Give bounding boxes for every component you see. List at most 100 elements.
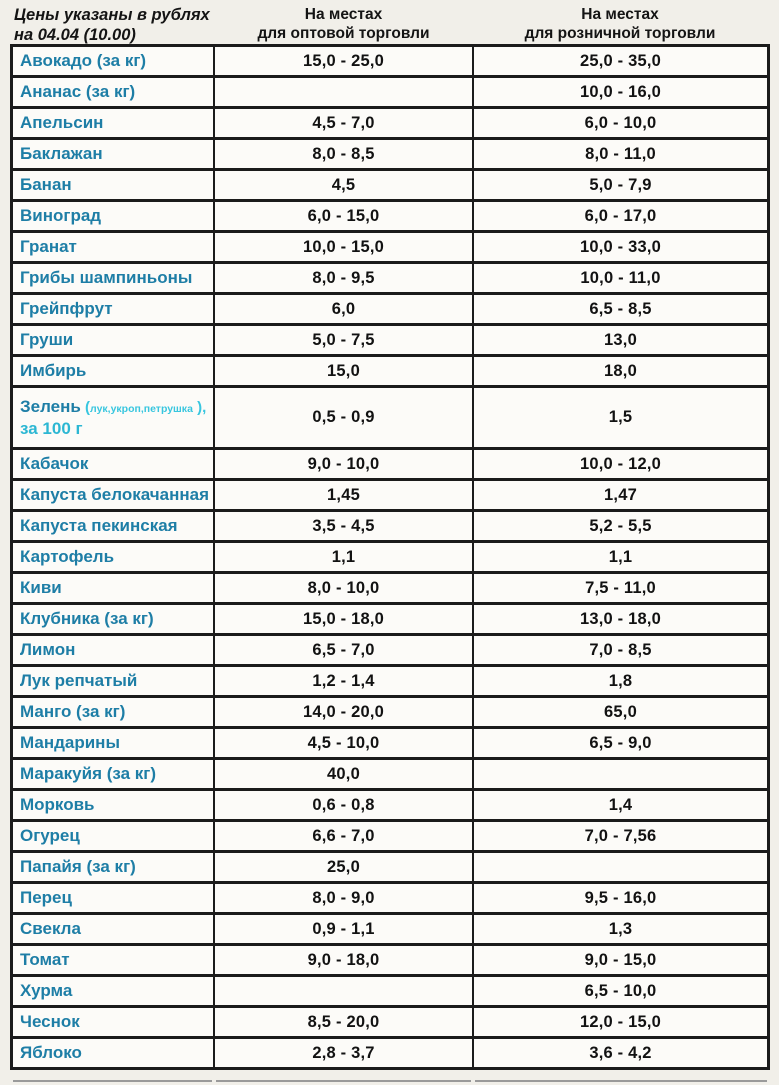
product-name-cell: Свекла (13, 915, 213, 943)
column-header-retail-line2: для розничной торговли (524, 25, 716, 42)
wholesale-price-cell: 4,5 - 7,0 (215, 109, 472, 137)
wholesale-price-cell: 9,0 - 18,0 (215, 946, 472, 974)
wholesale-price-cell: 40,0 (215, 760, 472, 788)
product-name: Лимон (20, 640, 76, 659)
wholesale-price-cell: 8,0 - 10,0 (215, 574, 472, 602)
product-name-cell: Огурец (13, 822, 213, 850)
wholesale-price-cell: 25,0 (215, 853, 472, 881)
retail-price-cell: 1,4 (474, 791, 767, 819)
product-name: Свекла (20, 919, 81, 938)
retail-price-cell: 10,0 - 11,0 (474, 264, 767, 292)
product-name-cell: Хурма (13, 977, 213, 1005)
retail-price-cell: 10,0 - 33,0 (474, 233, 767, 261)
product-name: Маракуйя (за кг) (20, 764, 157, 783)
wholesale-price-cell: 6,6 - 7,0 (215, 822, 472, 850)
product-name: Груши (20, 330, 74, 349)
product-name-cell: Капуста белокачанная (13, 481, 213, 509)
product-name: Кабачок (20, 454, 89, 473)
retail-price-cell: 1,8 (474, 667, 767, 695)
retail-price-cell: 1,1 (474, 543, 767, 571)
wholesale-price-cell: 6,0 (215, 295, 472, 323)
product-name-cell: Перец (13, 884, 213, 912)
retail-price-cell: 12,0 - 15,0 (474, 1008, 767, 1036)
wholesale-price-cell: 4,5 (215, 171, 472, 199)
wholesale-price-cell: 8,5 - 20,0 (215, 1008, 472, 1036)
price-table: Авокадо (за кг) 15,0 - 25,0 25,0 - 35,0 Ана… (10, 44, 770, 1070)
wholesale-price-cell: 8,0 - 9,5 (215, 264, 472, 292)
product-name: Грибы шампиньоны (20, 268, 193, 287)
product-name-cell: Яблоко (13, 1039, 213, 1067)
retail-price-cell: 65,0 (474, 698, 767, 726)
retail-price-cell: 25,0 - 35,0 (474, 47, 767, 75)
product-name-cell: Гранат (13, 233, 213, 261)
document-title-line1: Цены указаны в рублях (14, 6, 210, 24)
product-name: Перец (20, 888, 72, 907)
wholesale-price-cell: 3,5 - 4,5 (215, 512, 472, 540)
retail-price-cell: 9,0 - 15,0 (474, 946, 767, 974)
product-name: Киви (20, 578, 62, 597)
retail-price-cell: 8,0 - 11,0 (474, 140, 767, 168)
product-name-note: лук,укроп,петрушка (90, 402, 193, 415)
next-table-edge-middle (216, 1080, 471, 1085)
product-name: Грейпфрут (20, 299, 113, 318)
wholesale-price-cell: 2,8 - 3,7 (215, 1039, 472, 1067)
product-name: Капуста пекинская (20, 516, 178, 535)
wholesale-price-cell: 5,0 - 7,5 (215, 326, 472, 354)
product-name-cell: Киви (13, 574, 213, 602)
product-name-cell: Груши (13, 326, 213, 354)
wholesale-price-cell: 0,5 - 0,9 (215, 388, 472, 447)
retail-price-cell: 1,47 (474, 481, 767, 509)
product-unit-note: за 100 г (20, 418, 83, 438)
column-header-wholesale: На местах для оптовой торговли (214, 5, 473, 43)
wholesale-price-cell: 1,45 (215, 481, 472, 509)
retail-price-cell: 5,2 - 5,5 (474, 512, 767, 540)
column-header-wholesale-line1: На местах (304, 6, 383, 23)
wholesale-price-cell: 0,9 - 1,1 (215, 915, 472, 943)
retail-price-cell: 6,5 - 10,0 (474, 977, 767, 1005)
document-title: Цены указаны в рублях на 04.04 (10.00) (14, 6, 210, 45)
wholesale-price-cell: 8,0 - 8,5 (215, 140, 472, 168)
retail-price-cell (474, 760, 767, 788)
column-header-wholesale-line2: для оптовой торговли (257, 25, 430, 42)
product-name-cell: Банан (13, 171, 213, 199)
retail-price-cell: 18,0 (474, 357, 767, 385)
product-name-cell: Зелень (лук,укроп,петрушка ), за 100 г (13, 388, 213, 447)
wholesale-price-cell: 0,6 - 0,8 (215, 791, 472, 819)
retail-price-cell: 1,3 (474, 915, 767, 943)
column-header-retail-line1: На местах (581, 6, 659, 23)
wholesale-price-cell (215, 78, 472, 106)
product-name: Ананас (за кг) (20, 82, 136, 101)
product-name: Папайя (за кг) (20, 857, 136, 876)
document-title-line2: на 04.04 (10.00) (14, 25, 136, 44)
product-name: Яблоко (20, 1043, 82, 1062)
wholesale-price-cell (215, 977, 472, 1005)
wholesale-price-cell: 9,0 - 10,0 (215, 450, 472, 478)
product-name: Лук репчатый (20, 671, 138, 690)
retail-price-cell: 5,0 - 7,9 (474, 171, 767, 199)
product-name-cell: Картофель (13, 543, 213, 571)
retail-price-cell: 9,5 - 16,0 (474, 884, 767, 912)
retail-price-cell: 6,5 - 8,5 (474, 295, 767, 323)
wholesale-price-cell: 1,1 (215, 543, 472, 571)
column-header-retail: На местах для розничной торговли (472, 5, 768, 43)
product-name-cell: Виноград (13, 202, 213, 230)
wholesale-price-cell: 4,5 - 10,0 (215, 729, 472, 757)
retail-price-cell: 7,0 - 8,5 (474, 636, 767, 664)
product-name-cell: Баклажан (13, 140, 213, 168)
product-name: Апельсин (20, 113, 104, 132)
wholesale-price-cell: 6,0 - 15,0 (215, 202, 472, 230)
product-name: Авокадо (за кг) (20, 51, 147, 70)
product-name: Виноград (20, 206, 102, 225)
product-name-cell: Грейпфрут (13, 295, 213, 323)
wholesale-price-cell: 15,0 - 25,0 (215, 47, 472, 75)
retail-price-cell: 6,0 - 17,0 (474, 202, 767, 230)
product-name: Картофель (20, 547, 115, 566)
wholesale-price-cell: 14,0 - 20,0 (215, 698, 472, 726)
next-table-edge-left (13, 1080, 212, 1085)
product-name-cell: Кабачок (13, 450, 213, 478)
product-name-cell: Папайя (за кг) (13, 853, 213, 881)
product-name-cell: Авокадо (за кг) (13, 47, 213, 75)
retail-price-cell: 6,0 - 10,0 (474, 109, 767, 137)
product-name: Чеснок (20, 1012, 80, 1031)
